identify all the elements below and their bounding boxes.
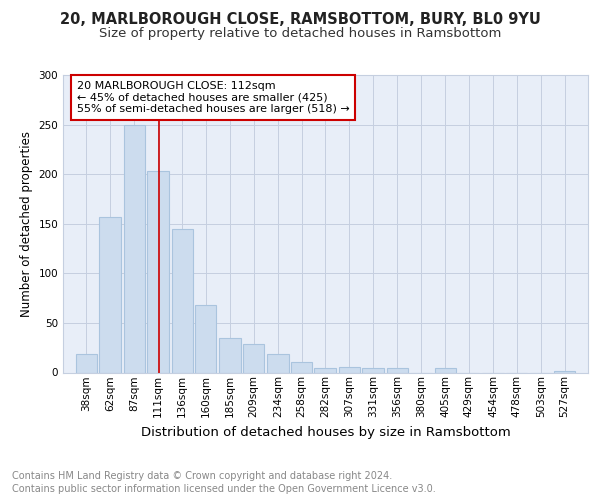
Bar xyxy=(338,366,360,372)
Bar xyxy=(99,217,121,372)
Bar xyxy=(434,368,456,372)
Y-axis label: Number of detached properties: Number of detached properties xyxy=(20,130,33,317)
Bar xyxy=(554,370,575,372)
Text: 20, MARLBOROUGH CLOSE, RAMSBOTTOM, BURY, BL0 9YU: 20, MARLBOROUGH CLOSE, RAMSBOTTOM, BURY,… xyxy=(59,12,541,28)
Text: Size of property relative to detached houses in Ramsbottom: Size of property relative to detached ho… xyxy=(99,28,501,40)
Bar xyxy=(220,338,241,372)
X-axis label: Distribution of detached houses by size in Ramsbottom: Distribution of detached houses by size … xyxy=(140,426,511,438)
Bar xyxy=(124,124,145,372)
Text: Contains public sector information licensed under the Open Government Licence v3: Contains public sector information licen… xyxy=(12,484,436,494)
Bar xyxy=(195,305,217,372)
Text: 20 MARLBOROUGH CLOSE: 112sqm
← 45% of detached houses are smaller (425)
55% of s: 20 MARLBOROUGH CLOSE: 112sqm ← 45% of de… xyxy=(77,81,349,114)
Bar xyxy=(268,354,289,372)
Bar xyxy=(291,362,313,372)
Bar xyxy=(386,368,408,372)
Text: Contains HM Land Registry data © Crown copyright and database right 2024.: Contains HM Land Registry data © Crown c… xyxy=(12,471,392,481)
Bar xyxy=(362,368,383,372)
Bar xyxy=(243,344,265,372)
Bar xyxy=(172,228,193,372)
Bar xyxy=(76,354,97,372)
Bar xyxy=(314,368,336,372)
Bar xyxy=(147,171,169,372)
